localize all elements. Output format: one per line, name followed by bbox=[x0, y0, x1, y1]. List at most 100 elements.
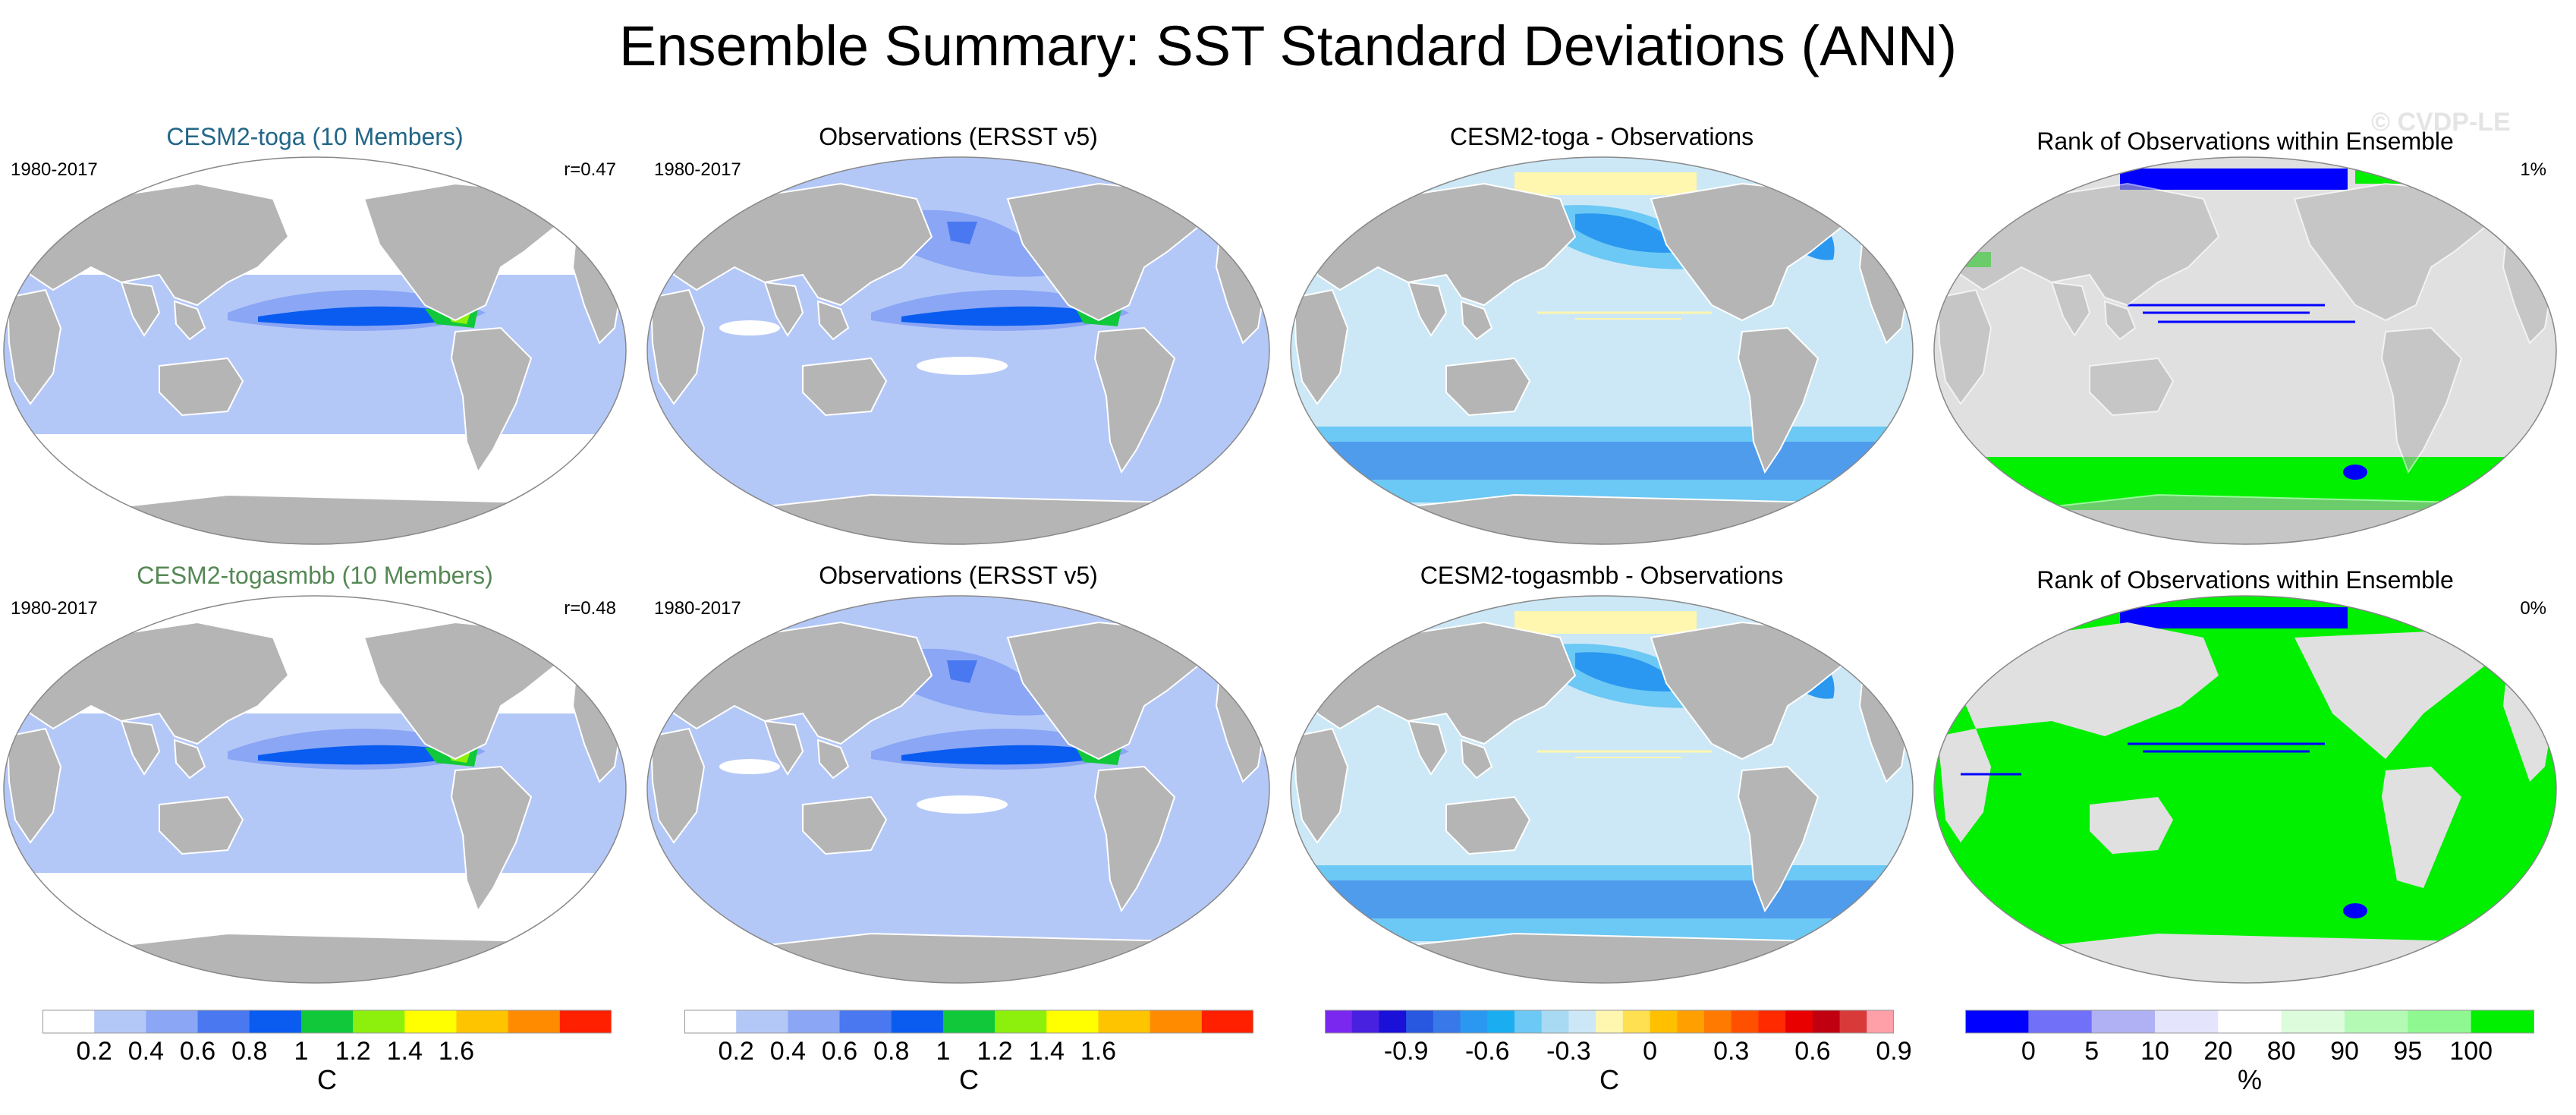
rank-percent-label: 1% bbox=[2520, 159, 2546, 180]
colorbar-diff: -0.9 -0.6 -0.3 0 0.3 0.6 0.9 C bbox=[1325, 1009, 1912, 1112]
colorbar-tick-label: 100 bbox=[2449, 1037, 2493, 1066]
colorbar-swatch bbox=[942, 1010, 995, 1033]
colorbar-unit-label: C bbox=[959, 1064, 979, 1095]
colorbar-tick-label: -0.3 bbox=[1546, 1037, 1591, 1066]
colorbar-tick-label: 1.4 bbox=[386, 1037, 423, 1066]
colorbar-swatch bbox=[839, 1010, 892, 1033]
colorbar-border bbox=[1325, 1009, 1894, 1034]
watermark: © CVDP-LE bbox=[2371, 108, 2511, 137]
colorbar-swatch bbox=[1867, 1010, 1894, 1033]
colorbar-tick-label: 0.2 bbox=[76, 1037, 112, 1066]
colorbar-std-obs: 0.2 0.4 0.6 0.8 1 1.2 1.4 1.6 C bbox=[684, 1009, 1253, 1112]
colorbar-swatch bbox=[736, 1010, 788, 1033]
colorbar-swatch bbox=[1514, 1010, 1543, 1033]
colorbar-tick-label: 1 bbox=[936, 1037, 951, 1066]
colorbar-swatch bbox=[2345, 1010, 2408, 1033]
colorbar-std-model: 0.2 0.4 0.6 0.8 1 1.2 1.4 1.6 C bbox=[42, 1009, 612, 1112]
panel-rank-row2: Rank of Observations within Ensemble 0% bbox=[1930, 562, 2560, 987]
colorbar-unit-label: % bbox=[2237, 1064, 2263, 1095]
colorbar-swatch bbox=[456, 1010, 509, 1033]
panel-title: Rank of Observations within Ensemble bbox=[2037, 566, 2454, 594]
colorbar-tick-label: 5 bbox=[2084, 1037, 2099, 1066]
colorbar-tick-label: 0.8 bbox=[231, 1037, 268, 1066]
colorbar-swatch bbox=[300, 1010, 354, 1033]
colorbar-swatch bbox=[788, 1010, 841, 1033]
colorbar-swatch bbox=[1379, 1010, 1407, 1033]
colorbar-swatch bbox=[1406, 1010, 1434, 1033]
colorbar-swatch bbox=[1046, 1010, 1099, 1033]
colorbar-tick-label: 1.6 bbox=[438, 1037, 475, 1066]
colorbar-swatch bbox=[2281, 1010, 2345, 1033]
world-map-model bbox=[0, 153, 630, 548]
colorbar-tick-label: 0.9 bbox=[1876, 1037, 1912, 1066]
colorbar-tick-label: 0 bbox=[2021, 1037, 2036, 1066]
period-label: 1980-2017 bbox=[654, 598, 741, 619]
colorbar-swatch bbox=[1433, 1010, 1461, 1033]
colorbar-swatch bbox=[2218, 1010, 2282, 1033]
colorbar-swatch bbox=[508, 1010, 561, 1033]
panel-obs-row1: Observations (ERSST v5) 1980-2017 bbox=[643, 123, 1273, 548]
world-map-rank bbox=[1930, 153, 2560, 548]
colorbar-swatch bbox=[1487, 1010, 1515, 1033]
panel-obs-row2: Observations (ERSST v5) 1980-2017 bbox=[643, 562, 1273, 987]
colorbar-swatch bbox=[1704, 1010, 1732, 1033]
colorbar-tick-label: 1.2 bbox=[335, 1037, 371, 1066]
world-map-model bbox=[0, 592, 630, 987]
colorbar-swatch bbox=[146, 1010, 199, 1033]
colorbar-swatch bbox=[995, 1010, 1047, 1033]
colorbar-swatch bbox=[94, 1010, 146, 1033]
colorbar-tick-label: 0.2 bbox=[718, 1037, 754, 1066]
world-map-diff bbox=[1287, 153, 1917, 548]
figure-title: Ensemble Summary: SST Standard Deviation… bbox=[619, 14, 1957, 77]
colorbar-tick-label: 0.6 bbox=[1794, 1037, 1831, 1066]
panel-title: CESM2-togasmbb - Observations bbox=[1420, 562, 1784, 589]
colorbar-tick-label: 0 bbox=[1643, 1037, 1658, 1066]
colorbar-swatch bbox=[2471, 1010, 2534, 1033]
colorbar-swatch bbox=[1098, 1010, 1151, 1033]
correlation-label: r=0.48 bbox=[564, 598, 616, 619]
colorbar-unit-label: C bbox=[1599, 1064, 1619, 1095]
colorbar-swatch bbox=[1150, 1010, 1203, 1033]
panel-title: CESM2-toga - Observations bbox=[1449, 123, 1754, 150]
colorbar-border bbox=[684, 1009, 1253, 1034]
colorbar-swatch bbox=[2155, 1010, 2219, 1033]
colorbar-tick-label: 0.4 bbox=[127, 1037, 164, 1066]
colorbar-svg bbox=[684, 1009, 1253, 1034]
panel-title: Rank of Observations within Ensemble bbox=[2037, 128, 2454, 155]
colorbar-tick-label: 0.8 bbox=[873, 1037, 910, 1066]
world-map-obs bbox=[643, 592, 1273, 987]
panel-model-row1: CESM2-toga (10 Members) 1980-2017 r=0.47 bbox=[0, 123, 630, 548]
world-map-rank bbox=[1930, 592, 2560, 987]
colorbar-swatch bbox=[1785, 1010, 1813, 1033]
colorbar-swatch bbox=[1731, 1010, 1759, 1033]
colorbar-swatch bbox=[1596, 1010, 1624, 1033]
colorbar-tick-label: 0.4 bbox=[769, 1037, 806, 1066]
panel-diff-row1: CESM2-toga - Observations bbox=[1287, 123, 1917, 548]
colorbar-swatch bbox=[353, 1010, 405, 1033]
colorbar-tick-label: 0.6 bbox=[179, 1037, 216, 1066]
colorbar-svg bbox=[1965, 1009, 2534, 1034]
colorbar-swatch bbox=[559, 1010, 612, 1033]
colorbar-svg bbox=[1325, 1009, 1894, 1034]
correlation-label: r=0.47 bbox=[564, 159, 616, 180]
colorbar-swatch bbox=[1351, 1010, 1379, 1033]
colorbar-tick-label: -0.6 bbox=[1464, 1037, 1510, 1066]
colorbar-tick-label: 0.3 bbox=[1713, 1037, 1750, 1066]
colorbar-swatch bbox=[1325, 1010, 1353, 1033]
colorbar-tick-label: 90 bbox=[2330, 1037, 2359, 1066]
colorbar-border bbox=[42, 1009, 612, 1034]
colorbar-tick-label: 95 bbox=[2393, 1037, 2423, 1066]
colorbar-swatch bbox=[1965, 1010, 2029, 1033]
world-map-diff bbox=[1287, 592, 1917, 987]
colorbar-swatch bbox=[1677, 1010, 1705, 1033]
colorbar-tick-label: 10 bbox=[2140, 1037, 2169, 1066]
colorbar-tick-label: 0.6 bbox=[821, 1037, 858, 1066]
panel-rank-row1: Rank of Observations within Ensemble 1% bbox=[1930, 123, 2560, 548]
colorbar-swatch bbox=[2091, 1010, 2156, 1033]
panel-title: Observations (ERSST v5) bbox=[819, 123, 1098, 150]
colorbar-swatch bbox=[1650, 1010, 1678, 1033]
colorbar-swatch bbox=[1460, 1010, 1488, 1033]
colorbar-border bbox=[1965, 1009, 2534, 1034]
colorbar-unit-label: C bbox=[317, 1064, 337, 1095]
colorbar-swatch bbox=[249, 1010, 302, 1033]
